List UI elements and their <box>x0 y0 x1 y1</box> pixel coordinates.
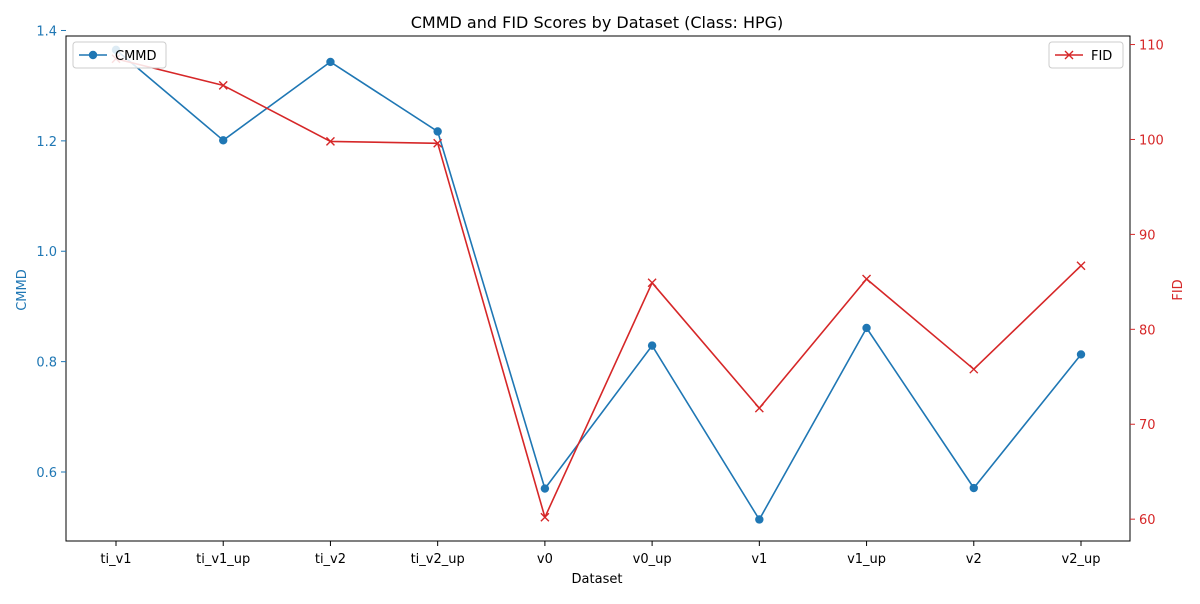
x-axis-label: Dataset <box>572 572 623 587</box>
cmmd-legend-label: CMMD <box>115 49 157 64</box>
fid-point-v1_up <box>862 274 872 284</box>
fid-point-v0 <box>540 512 550 522</box>
cmmd-series-line <box>115 49 1082 521</box>
cmmd-legend: CMMD <box>72 41 167 69</box>
x-tick-label-v1: v1 <box>751 552 767 567</box>
left-tick-label-4: 1.4 <box>36 24 57 39</box>
fid-point-v0_up <box>647 278 657 288</box>
right-tick-label-2: 80 <box>1139 323 1156 338</box>
x-tick-label-ti_v2_up: ti_v2_up <box>411 552 465 567</box>
fid-point-ti_v1_up <box>218 80 228 90</box>
fid-series-line <box>115 58 1082 519</box>
x-tick-label-v2_up: v2_up <box>1062 552 1101 567</box>
fid-point-ti_v2 <box>325 136 335 146</box>
plot-frame <box>65 35 1131 542</box>
x-tick-label-v2: v2 <box>966 552 982 567</box>
fid-point-ti_v2_up <box>433 138 443 148</box>
left-axis-label: CMMD <box>15 269 30 311</box>
left-tick-label-1: 0.8 <box>36 356 57 371</box>
cmmd-point-v0_up <box>647 341 657 350</box>
x-tick-label-v1_up: v1_up <box>847 552 886 567</box>
fid-legend-marker <box>1064 50 1074 60</box>
left-tick-label-2: 1.0 <box>36 245 57 260</box>
right-tick-label-4: 100 <box>1139 133 1164 148</box>
right-axis-label: FID <box>1171 279 1186 300</box>
cmmd-point-v1_up <box>862 323 871 333</box>
right-tick-label-0: 60 <box>1139 513 1156 528</box>
left-tick-label-0: 0.6 <box>36 466 57 481</box>
chart-title: CMMD and FID Scores by Dataset (Class: H… <box>411 13 784 32</box>
fid-point-v1 <box>754 403 764 413</box>
cmmd-point-v2_up <box>1076 350 1086 359</box>
cmmd-legend-marker <box>88 50 98 60</box>
fid-legend-box <box>1048 41 1124 69</box>
x-tick-label-v0_up: v0_up <box>633 552 672 567</box>
cmmd-point-v0 <box>540 484 550 493</box>
right-tick-label-1: 70 <box>1139 418 1156 433</box>
fid-point-v2_up <box>1076 261 1086 271</box>
cmmd-point-v2 <box>969 483 978 493</box>
cmmd-legend-box <box>72 41 167 69</box>
x-tick-label-ti_v2: ti_v2 <box>315 552 346 567</box>
x-tick-label-v0: v0 <box>537 552 553 567</box>
x-tick-label-ti_v1_up: ti_v1_up <box>196 552 250 567</box>
plot-layer: ti_v1 ti_v1_up ti_v2 ti_v2_up v0 v0_up v1 v1_up… <box>36 24 1164 567</box>
cmmd-point-v1 <box>755 515 764 524</box>
fid-point-v2 <box>969 364 979 374</box>
fid-legend: FID <box>1048 41 1124 69</box>
cmmd-point-ti_v1_up <box>219 136 228 145</box>
cmmd-point-ti_v2_up <box>433 127 442 136</box>
right-tick-label-3: 90 <box>1139 228 1156 243</box>
cmmd-point-ti_v2 <box>326 57 335 67</box>
fid-legend-label: FID <box>1091 49 1112 64</box>
left-tick-label-3: 1.2 <box>36 135 57 150</box>
right-tick-label-5: 110 <box>1139 39 1164 54</box>
x-tick-label-ti_v1: ti_v1 <box>100 552 131 567</box>
